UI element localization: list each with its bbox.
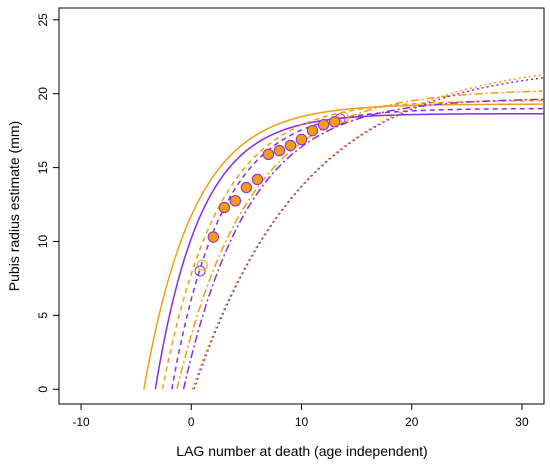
y-axis-label: Pubis radius estimate (mm) — [6, 121, 22, 291]
x-axis: -10 0 10 20 30 — [72, 404, 529, 429]
data-point-2 — [218, 201, 231, 214]
x-tick-label: 20 — [405, 415, 419, 429]
data-point-3 — [229, 195, 242, 207]
y-tick-label: 15 — [36, 161, 50, 175]
fit-curve-6 — [182, 98, 545, 390]
plot-frame — [58, 7, 545, 405]
data-point-12 — [328, 116, 341, 128]
x-tick-label: 30 — [515, 415, 529, 429]
data-point-4 — [240, 181, 253, 194]
fit-curve-1 — [143, 103, 544, 390]
fit-curve-4 — [171, 107, 544, 390]
open-point-2 — [196, 259, 208, 271]
fit-curve-5 — [176, 90, 545, 390]
fit-curve-7 — [191, 73, 545, 390]
y-tick-label: 10 — [36, 234, 50, 248]
data-point-6 — [262, 148, 275, 160]
data-point-11 — [317, 119, 330, 131]
data-point-7 — [273, 144, 286, 157]
y-axis: 0 5 10 15 20 25 — [36, 13, 59, 393]
fit-curves — [143, 73, 545, 390]
data-points — [194, 111, 349, 277]
y-tick-label: 0 — [36, 386, 50, 393]
fit-curve-3 — [161, 99, 544, 390]
open-point-1 — [194, 265, 206, 277]
data-point-8 — [284, 139, 297, 152]
x-tick-label: -10 — [72, 415, 90, 429]
fit-curve-2 — [154, 112, 544, 390]
x-axis-label: LAG number at death (age independent) — [176, 443, 427, 459]
open-point-4 — [337, 111, 349, 123]
x-tick-label: 0 — [188, 415, 195, 429]
y-tick-label: 20 — [36, 87, 50, 101]
data-point-5 — [251, 173, 264, 186]
data-point-9 — [295, 133, 308, 146]
x-tick-label: 10 — [295, 415, 309, 429]
data-point-1 — [207, 231, 220, 243]
y-tick-label: 5 — [36, 312, 50, 319]
fit-curve-8 — [193, 76, 545, 390]
data-point-10 — [306, 124, 319, 137]
y-tick-label: 25 — [36, 13, 50, 27]
